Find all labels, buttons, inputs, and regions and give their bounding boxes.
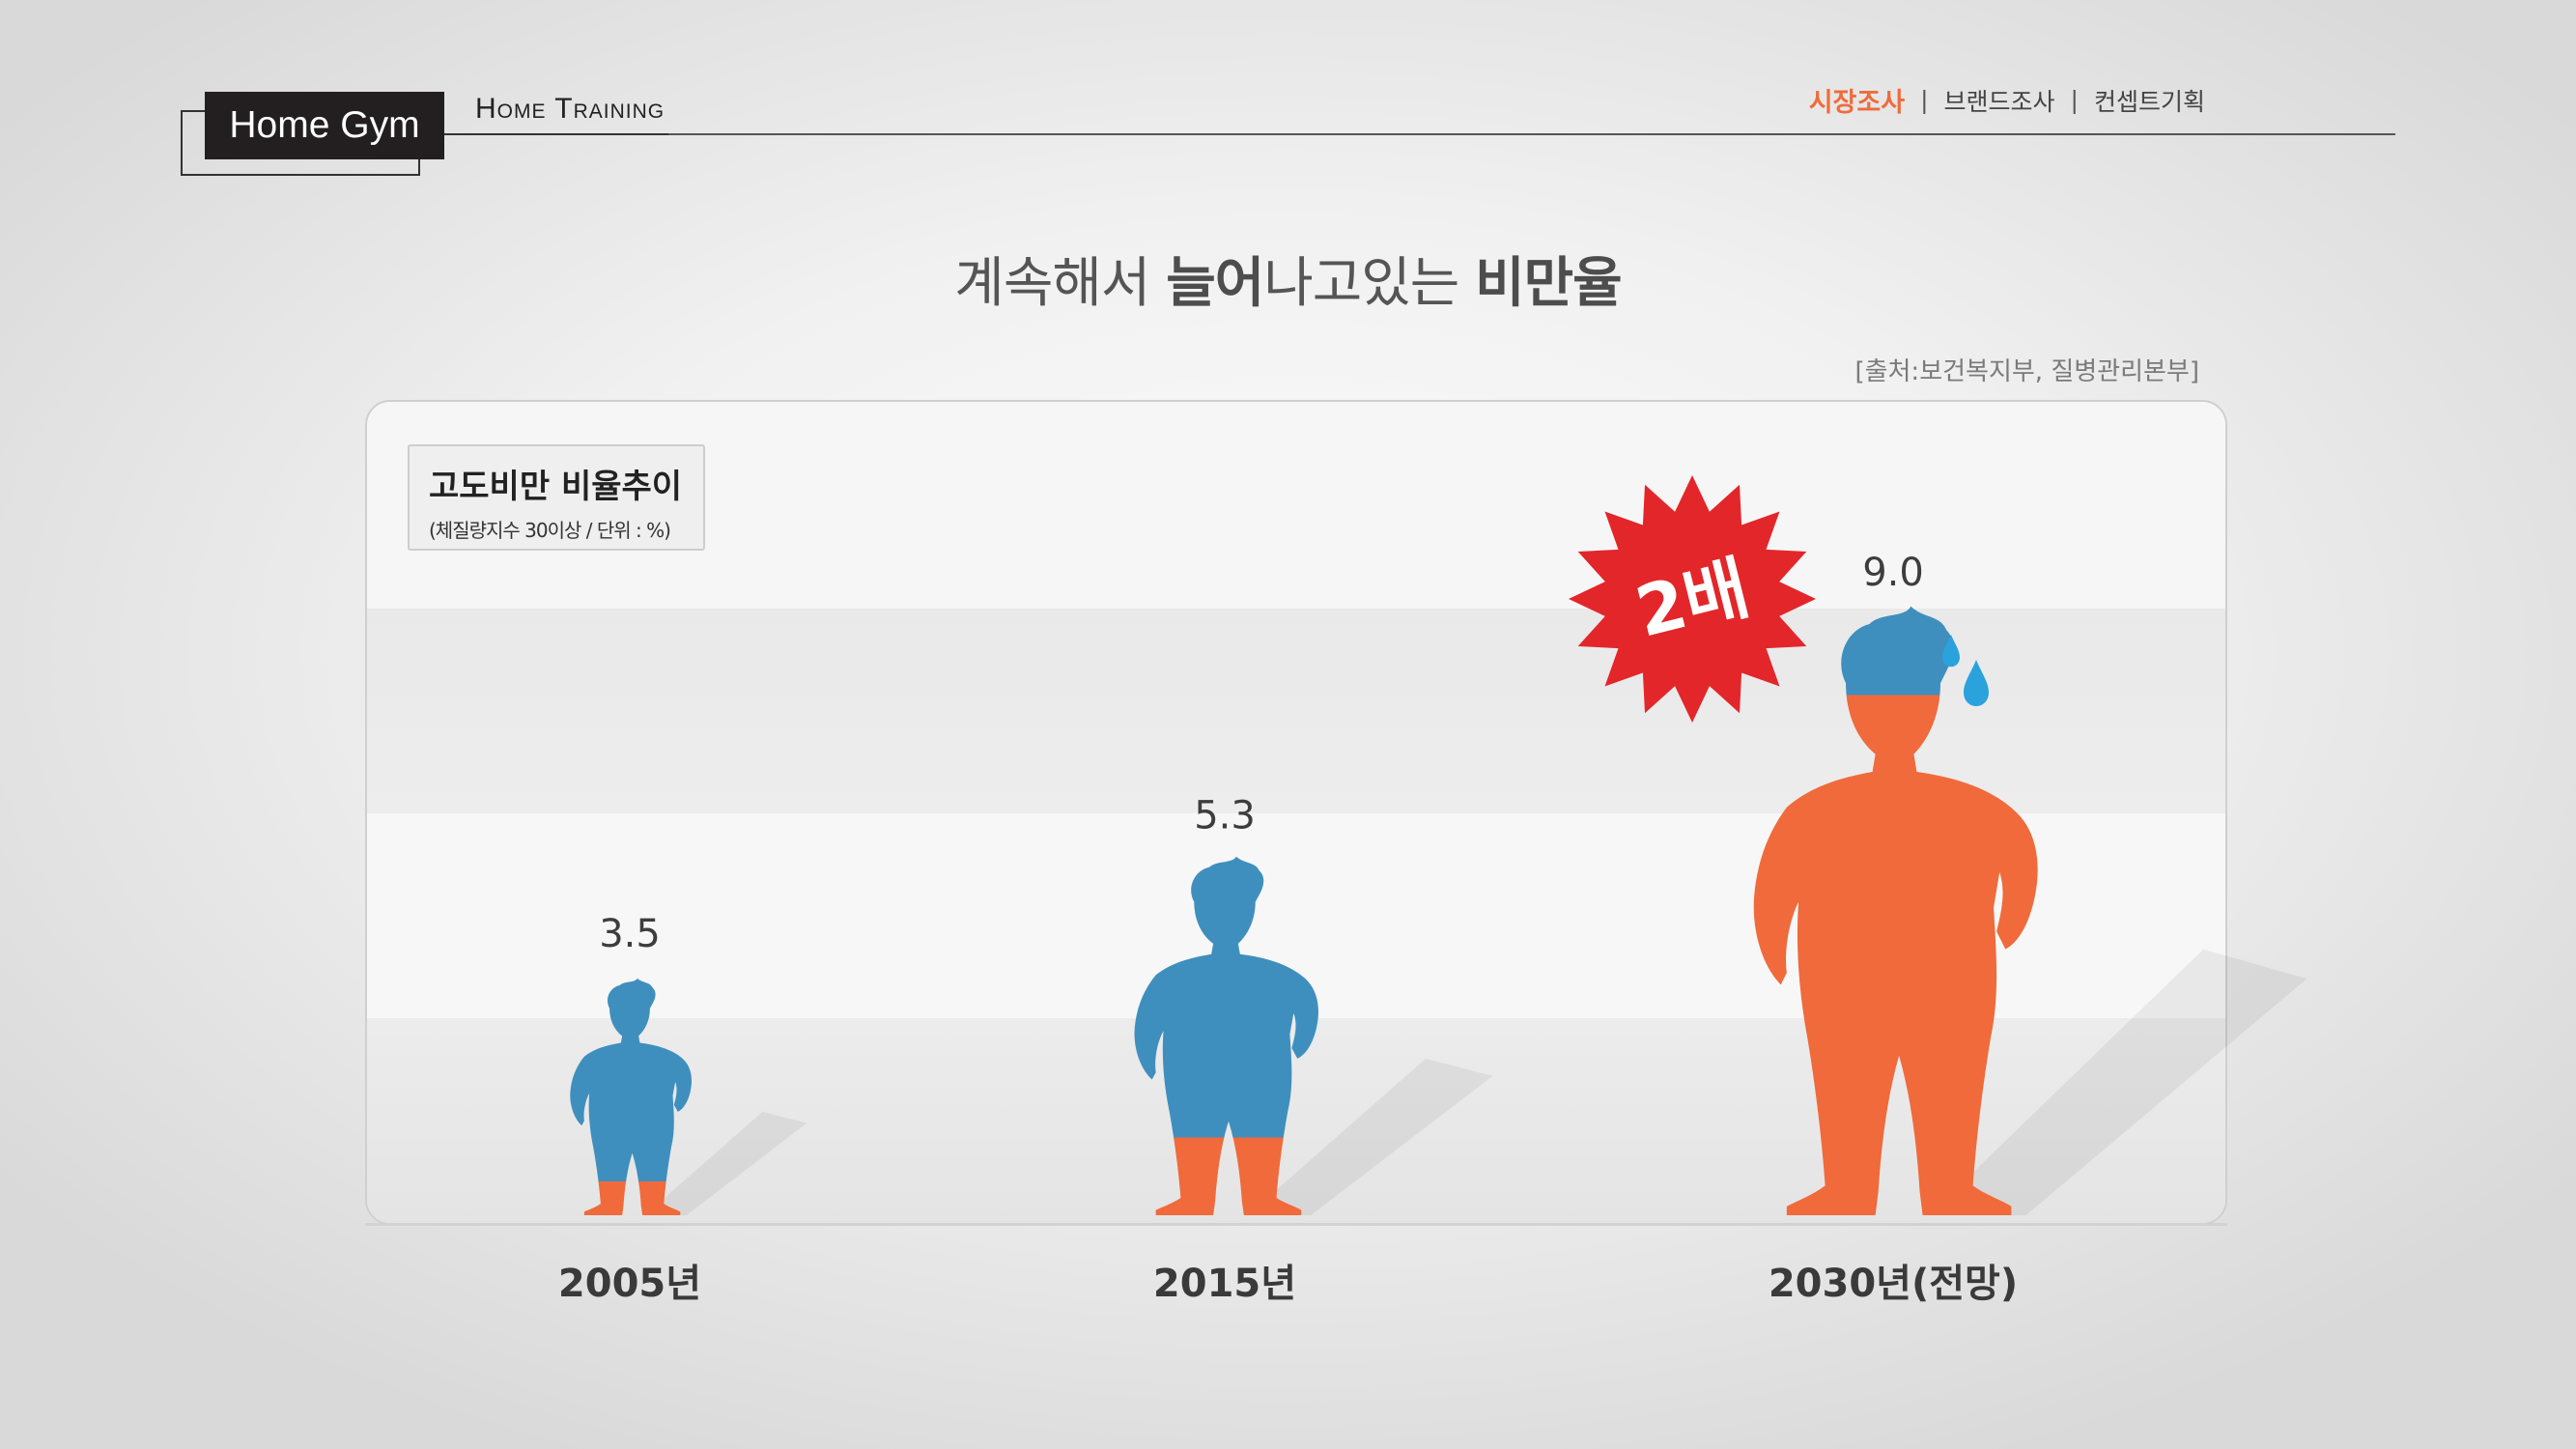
logo-text: Home Gym (229, 104, 420, 146)
top-nav: 시장조사 | 브랜드조사 | 컨셉트기획 (1799, 81, 2215, 119)
title-part-2: 늘어 (1166, 252, 1264, 315)
source-note: [출처:보건복지부, 질병관리본부] (1854, 357, 2199, 386)
figure-shadow (1928, 949, 2307, 1215)
sweat-drop-icon (1942, 635, 1960, 668)
category-label: 2015년 (1152, 1262, 1297, 1306)
nav-item-market-research[interactable]: 시장조사 (1808, 88, 1906, 118)
person-figure-1 (570, 978, 807, 1215)
title-part-1: 계속해서 (954, 252, 1167, 315)
header-divider-accent (444, 133, 668, 135)
nav-item-brand-research[interactable]: 브랜드조사 (1943, 87, 2055, 116)
nav-separator: | (1920, 86, 1929, 114)
figure-body (570, 985, 693, 1215)
figure-body (1753, 624, 2038, 1215)
title-part-4: 비만율 (1475, 252, 1623, 315)
header-divider (668, 133, 2395, 135)
header-subtitle: Home Training (475, 93, 665, 125)
value-label: 9.0 (1862, 551, 1924, 595)
nav-separator: | (2070, 86, 2079, 114)
chart-panel: 고도비만 비율추이 (체질량지수 30이상 / 단위 : %) (365, 400, 2227, 1225)
chart-legend: 고도비만 비율추이 (체질량지수 30이상 / 단위 : %) (408, 444, 705, 551)
value-label: 3.5 (599, 912, 661, 956)
nav-item-concept-planning[interactable]: 컨셉트기획 (2093, 87, 2205, 116)
figure-hair (608, 978, 656, 1009)
figure-hair (1841, 606, 1954, 684)
title-part-3: 나고있는 (1263, 252, 1476, 315)
starburst-badge-icon (1569, 475, 1816, 723)
legend-subtitle: (체질량지수 30이상 / 단위 : %) (429, 519, 671, 542)
figure-shadow (644, 1111, 807, 1215)
figure-body (1134, 867, 1318, 1215)
category-label: 2005년 (557, 1262, 702, 1306)
figure-hair (1191, 856, 1264, 902)
page-title: 계속해서 늘어나고있는 비만율 (0, 240, 2576, 318)
value-label: 5.3 (1194, 794, 1256, 838)
person-figure-3 (1753, 606, 2307, 1215)
person-figure-2 (1134, 856, 1493, 1215)
sweat-drop-icon (1964, 660, 1989, 707)
category-label: 2030년(전망) (1768, 1262, 2019, 1306)
figure-shadow (1247, 1058, 1493, 1215)
x-axis-line (365, 1223, 2227, 1226)
legend-title: 고도비만 비율추이 (429, 468, 683, 506)
logo[interactable]: Home Gym (205, 92, 444, 159)
